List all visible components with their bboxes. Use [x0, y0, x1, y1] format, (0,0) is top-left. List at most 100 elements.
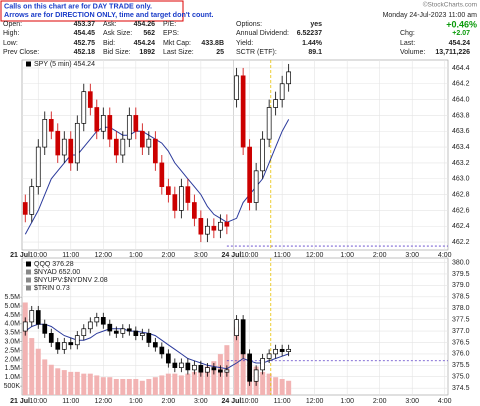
candle-body — [224, 369, 230, 373]
candle-body — [42, 323, 48, 334]
y2-tick-label: 3.5M — [4, 330, 20, 337]
volume-bar — [29, 338, 35, 395]
x-tick-label: 1:00 — [340, 252, 354, 259]
field-value: 454.26 — [134, 21, 156, 28]
volume-bar — [165, 373, 171, 395]
y2-tick-label: 5.5M — [4, 294, 20, 301]
candle-body — [68, 138, 74, 164]
legend-label: $NYUPV:$NYDNV 2.08 — [34, 277, 108, 284]
y2-tick-label: 3.0M — [4, 338, 20, 345]
y2-tick-label: 2.0M — [4, 356, 20, 363]
legend-label: $NYAD 652.00 — [34, 269, 80, 276]
candle-body — [22, 202, 28, 215]
candle-body — [234, 75, 239, 100]
y-tick-label: 462.8 — [452, 191, 470, 198]
candle-body — [192, 364, 197, 371]
volume-bar — [113, 378, 119, 395]
x-tick-label: 10:00 — [241, 252, 259, 259]
x-tick-label: 12:00 — [306, 252, 324, 259]
candle-body — [205, 367, 210, 373]
candle-body — [152, 138, 158, 164]
candle-body — [178, 186, 184, 211]
date: Monday 24-Jul-2023 11:00 am — [383, 12, 478, 19]
x-tick-label: 12:00 — [95, 398, 113, 405]
candle-body — [146, 333, 152, 343]
candle-body — [100, 317, 106, 325]
volume-bar — [139, 380, 145, 395]
field-value: 1892 — [139, 49, 155, 56]
volume-bar — [146, 378, 152, 395]
volume-bar — [81, 373, 87, 395]
candle-body — [273, 348, 278, 355]
candle-body — [286, 71, 292, 85]
candle-body — [247, 146, 252, 203]
x-tick-label: 11:00 — [274, 398, 291, 405]
field-label: Bid Size: — [103, 49, 131, 56]
volume-bar — [94, 375, 100, 395]
candle-body — [266, 353, 272, 359]
candle-body — [35, 146, 41, 188]
candle-body — [29, 310, 35, 323]
candle-body — [87, 91, 93, 108]
field-value: yes — [310, 21, 322, 28]
candle-body — [48, 119, 54, 132]
y-tick-label: 463.4 — [452, 144, 470, 151]
candle-body — [165, 186, 171, 195]
candle-body — [48, 333, 54, 343]
volume-bar — [68, 371, 74, 395]
volume-bar — [198, 368, 204, 395]
field-label: Yield: — [236, 40, 253, 47]
volume-bar — [279, 378, 285, 395]
field-value: 13,711,226 — [435, 49, 470, 56]
candle-body — [247, 353, 252, 382]
candle-body — [185, 362, 191, 371]
x-tick-label: 2:00 — [373, 252, 387, 259]
candle-body — [133, 330, 139, 336]
y-tick-label: 464.2 — [452, 81, 470, 88]
volume-bar — [126, 378, 132, 395]
field-label: Mkt Cap: — [163, 40, 191, 47]
y2-tick-label: 5.0M — [4, 303, 20, 310]
volume-bar — [172, 373, 178, 395]
candle-body — [146, 138, 152, 148]
x-tick-label: 10:00 — [29, 252, 47, 259]
y-tick-label: 464.0 — [452, 96, 470, 103]
y-tick-label: 463.8 — [452, 112, 470, 119]
x-tick-label: 2:00 — [373, 398, 387, 405]
candle-body — [22, 321, 28, 332]
volume-bar — [273, 377, 279, 395]
candle-body — [279, 83, 285, 100]
candle-body — [192, 202, 197, 219]
volume-bar — [240, 350, 246, 395]
field-value: 454.24 — [134, 40, 156, 47]
y-tick-label: 377.0 — [452, 328, 470, 335]
candle-body — [185, 186, 191, 203]
candle-body — [273, 99, 278, 108]
volume-bar — [204, 366, 210, 395]
candle-body — [100, 115, 106, 132]
y-tick-label: 379.0 — [452, 282, 470, 289]
candle-body — [61, 138, 67, 156]
candle-body — [211, 367, 217, 371]
field-value: 1.44% — [302, 40, 323, 47]
candle-body — [74, 122, 80, 164]
volume-bar — [185, 373, 191, 395]
field-value: 454.45 — [74, 30, 96, 37]
x-tick-label: 1:00 — [129, 252, 143, 259]
candle-body — [211, 225, 217, 231]
volume-bar — [159, 375, 165, 395]
day-label: 21 Jul — [10, 252, 30, 259]
volume-bar — [74, 371, 80, 395]
y-tick-label: 380.0 — [452, 259, 470, 266]
y-tick-label: 376.5 — [452, 339, 470, 346]
y-tick-label: 462.6 — [452, 207, 470, 214]
volume-bar — [35, 348, 41, 395]
candle-body — [178, 362, 184, 368]
y-tick-label: 463.6 — [452, 128, 470, 135]
candle-body — [198, 217, 204, 235]
candle-body — [240, 75, 246, 148]
legend-key — [26, 277, 31, 283]
legend-label: $TRIN 0.73 — [34, 285, 70, 292]
field-label: Annual Dividend: — [236, 30, 289, 37]
field-value: 452.75 — [74, 40, 96, 47]
